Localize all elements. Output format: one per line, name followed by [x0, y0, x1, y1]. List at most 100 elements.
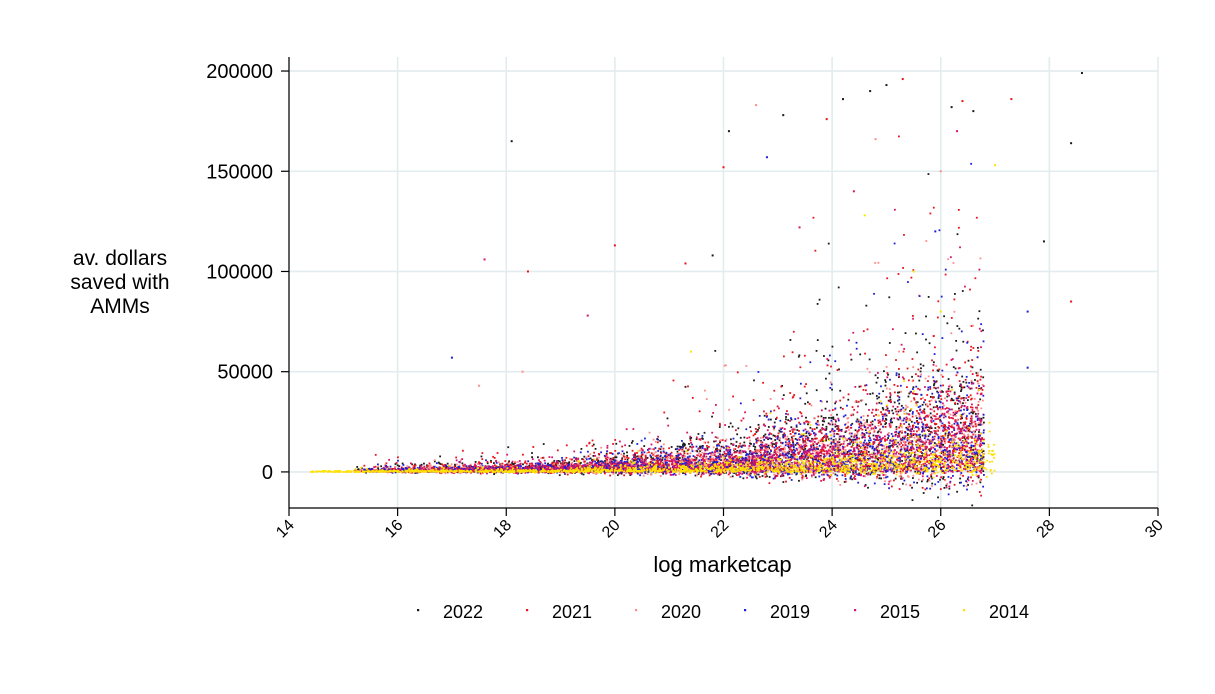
data-point [699, 450, 702, 452]
data-point [876, 438, 879, 441]
data-point [767, 469, 769, 471]
data-point [976, 380, 979, 382]
data-point [825, 439, 828, 442]
data-point [428, 464, 431, 467]
data-point [977, 404, 980, 406]
data-point [970, 381, 973, 384]
data-point [847, 425, 850, 428]
data-point [570, 463, 573, 466]
data-point [821, 438, 824, 441]
data-point [688, 442, 690, 445]
data-point [847, 393, 850, 396]
data-point [922, 492, 925, 494]
data-point [731, 425, 734, 428]
data-point [873, 429, 876, 432]
data-point [971, 455, 973, 458]
data-point [980, 407, 983, 410]
data-point [392, 468, 394, 470]
data-point [979, 368, 982, 371]
data-point [385, 467, 388, 470]
data-point [699, 445, 701, 448]
data-point [682, 442, 685, 445]
data-point [797, 443, 800, 446]
data-point [559, 467, 561, 469]
data-point [758, 425, 761, 428]
data-point [807, 469, 810, 471]
data-point [695, 449, 698, 452]
data-point [905, 438, 908, 440]
data-point [916, 401, 919, 404]
data-point [499, 463, 502, 466]
data-point [414, 464, 417, 467]
data-point [952, 366, 955, 368]
data-point [686, 452, 689, 455]
data-point [858, 459, 861, 462]
data-point [555, 462, 558, 465]
data-point [867, 451, 870, 453]
data-point [800, 412, 803, 415]
data-point [776, 435, 779, 437]
data-point [719, 439, 722, 442]
data-point [921, 403, 924, 406]
data-point [952, 445, 955, 448]
data-point [507, 446, 510, 449]
data-point [961, 449, 964, 452]
data-point [711, 415, 713, 418]
data-point [982, 470, 985, 472]
data-point [790, 418, 793, 421]
data-point [855, 434, 858, 437]
data-point [922, 478, 924, 481]
data-point [692, 464, 695, 467]
data-point [952, 466, 955, 469]
data-point [889, 396, 892, 398]
data-point [838, 368, 840, 371]
data-point [979, 470, 981, 473]
data-point [959, 437, 962, 440]
data-point [699, 455, 701, 458]
data-point [667, 456, 670, 459]
data-point [831, 388, 833, 391]
data-point [826, 473, 828, 475]
data-point [664, 464, 667, 467]
data-point [900, 455, 903, 458]
data-point [480, 455, 483, 458]
data-point [961, 427, 964, 430]
data-point [972, 411, 975, 413]
data-point [935, 429, 938, 432]
data-point [923, 470, 926, 473]
data-point [862, 452, 864, 455]
data-point [920, 469, 922, 471]
data-point [887, 431, 890, 434]
data-point [866, 328, 869, 331]
data-point [970, 421, 973, 424]
data-point [917, 446, 920, 449]
data-point [581, 458, 584, 460]
data-point [924, 443, 927, 446]
data-point [752, 434, 755, 437]
data-point [972, 433, 975, 436]
data-point [829, 443, 832, 446]
data-point [912, 433, 915, 435]
data-point [857, 429, 860, 432]
data-point [781, 451, 784, 454]
data-point [944, 458, 947, 461]
data-point [895, 410, 898, 413]
data-point [836, 425, 838, 427]
data-point [911, 375, 913, 378]
data-point [901, 431, 903, 434]
data-point [877, 434, 880, 437]
data-point [806, 420, 809, 423]
data-point [646, 457, 649, 459]
data-point [799, 468, 801, 471]
data-point [930, 472, 933, 475]
data-point [789, 430, 791, 433]
data-point [770, 444, 773, 447]
data-point [960, 390, 962, 393]
data-point [915, 332, 917, 335]
data-point [791, 351, 794, 354]
data-point [644, 456, 647, 459]
data-point [797, 355, 800, 358]
data-point [821, 442, 824, 445]
data-point [972, 430, 975, 433]
data-point [786, 438, 788, 441]
